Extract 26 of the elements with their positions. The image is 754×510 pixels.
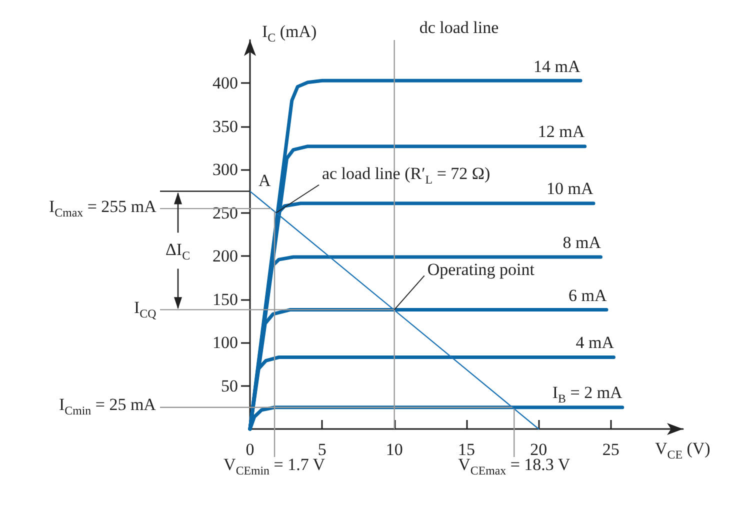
y-tick-label: 100	[212, 333, 238, 352]
y-tick-label: 150	[212, 290, 238, 309]
series-label: 14 mA	[534, 56, 580, 77]
y-tick-label: 50	[221, 376, 238, 396]
series-label: I$_{B}$ = 2 mA	[552, 383, 622, 408]
ref-line-label: I$_{Cmin}$ = 25 mA	[59, 395, 156, 420]
y-tick-label: 300	[212, 160, 238, 180]
series-label: 8 mA	[562, 232, 601, 253]
ref-line-label: I$_{Cmax}$ = 255 mA	[49, 196, 156, 221]
ref-line-label: I$_{CQ}$	[134, 298, 156, 322]
y-tick-label: 350	[212, 116, 238, 136]
annotation: Operating point	[427, 260, 534, 280]
series-label: 12 mA	[538, 122, 585, 142]
series-label: 4 mA	[576, 333, 614, 354]
annotation: dc load line	[419, 18, 499, 38]
x-tick-label: 10	[386, 440, 403, 459]
annotation: A	[258, 170, 271, 191]
y-tick-label: 400	[212, 74, 238, 93]
y-axis-title: I$_{C}$ (mA)	[262, 22, 317, 46]
text: ΔI$_{C}$	[166, 240, 190, 264]
series-label: 10 mA	[546, 179, 594, 200]
annotation: ac load line (R′$_{L}$ = 72 Ω)	[322, 164, 490, 188]
x-tick-label: 25	[602, 440, 620, 459]
series-label: 6 mA	[568, 286, 607, 306]
x-axis-title: V$_{CE}$ (V)	[655, 439, 710, 464]
y-tick-label: 200	[212, 246, 238, 266]
